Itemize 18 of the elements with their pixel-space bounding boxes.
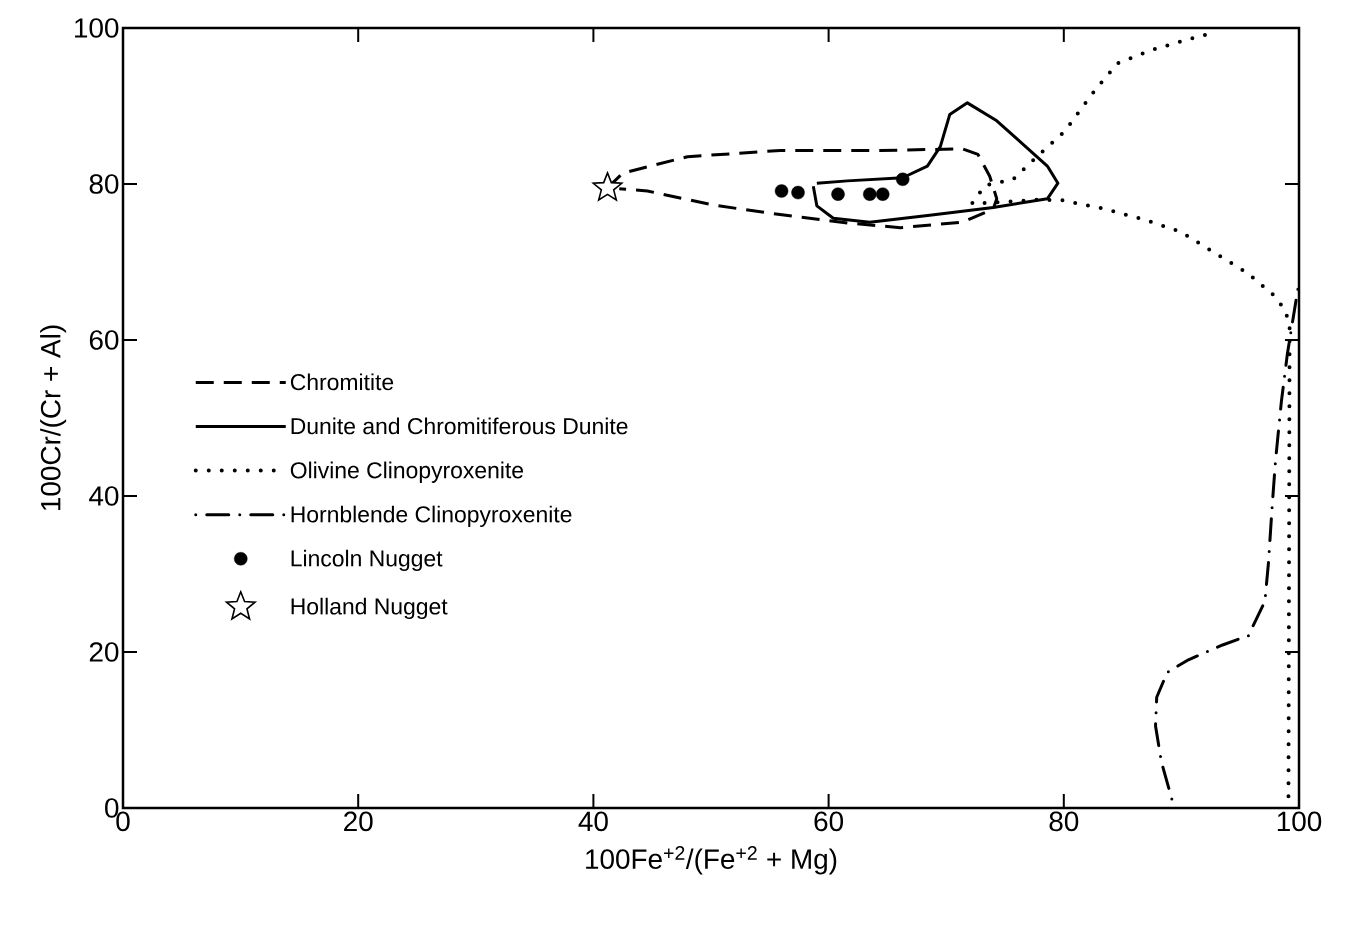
legend-label: Lincoln Nugget (291, 549, 443, 572)
legend-label: Holland Nugget (291, 597, 448, 620)
x-tick-label: 80 (1049, 811, 1079, 832)
x-tick-label: 40 (578, 811, 608, 832)
x-tick-label: 60 (814, 811, 844, 832)
legend-label: Hornblende Clinopyroxenite (291, 505, 572, 527)
x-tick-label: 100 (1277, 811, 1322, 832)
legend-label: Olivine Clinopyroxenite (290, 461, 524, 483)
y-axis-title: 100Cr/(Cr + Al) (40, 325, 67, 511)
y-tick-label: 80 (89, 174, 119, 194)
y-tick-label: 20 (89, 642, 119, 662)
y-tick-label: 40 (89, 486, 119, 506)
x-axis-title: 100Fe$^{+2}$/(Fe$^{+2}$ + Mg) (586, 846, 837, 875)
legend-label: Dunite and Chromitiferous Dunite (291, 417, 628, 435)
legend-label: Chromitite (290, 373, 394, 391)
y-tick-label: 60 (89, 330, 119, 350)
y-tick-label: 100 (75, 18, 119, 38)
x-tick-label: 20 (344, 811, 373, 832)
